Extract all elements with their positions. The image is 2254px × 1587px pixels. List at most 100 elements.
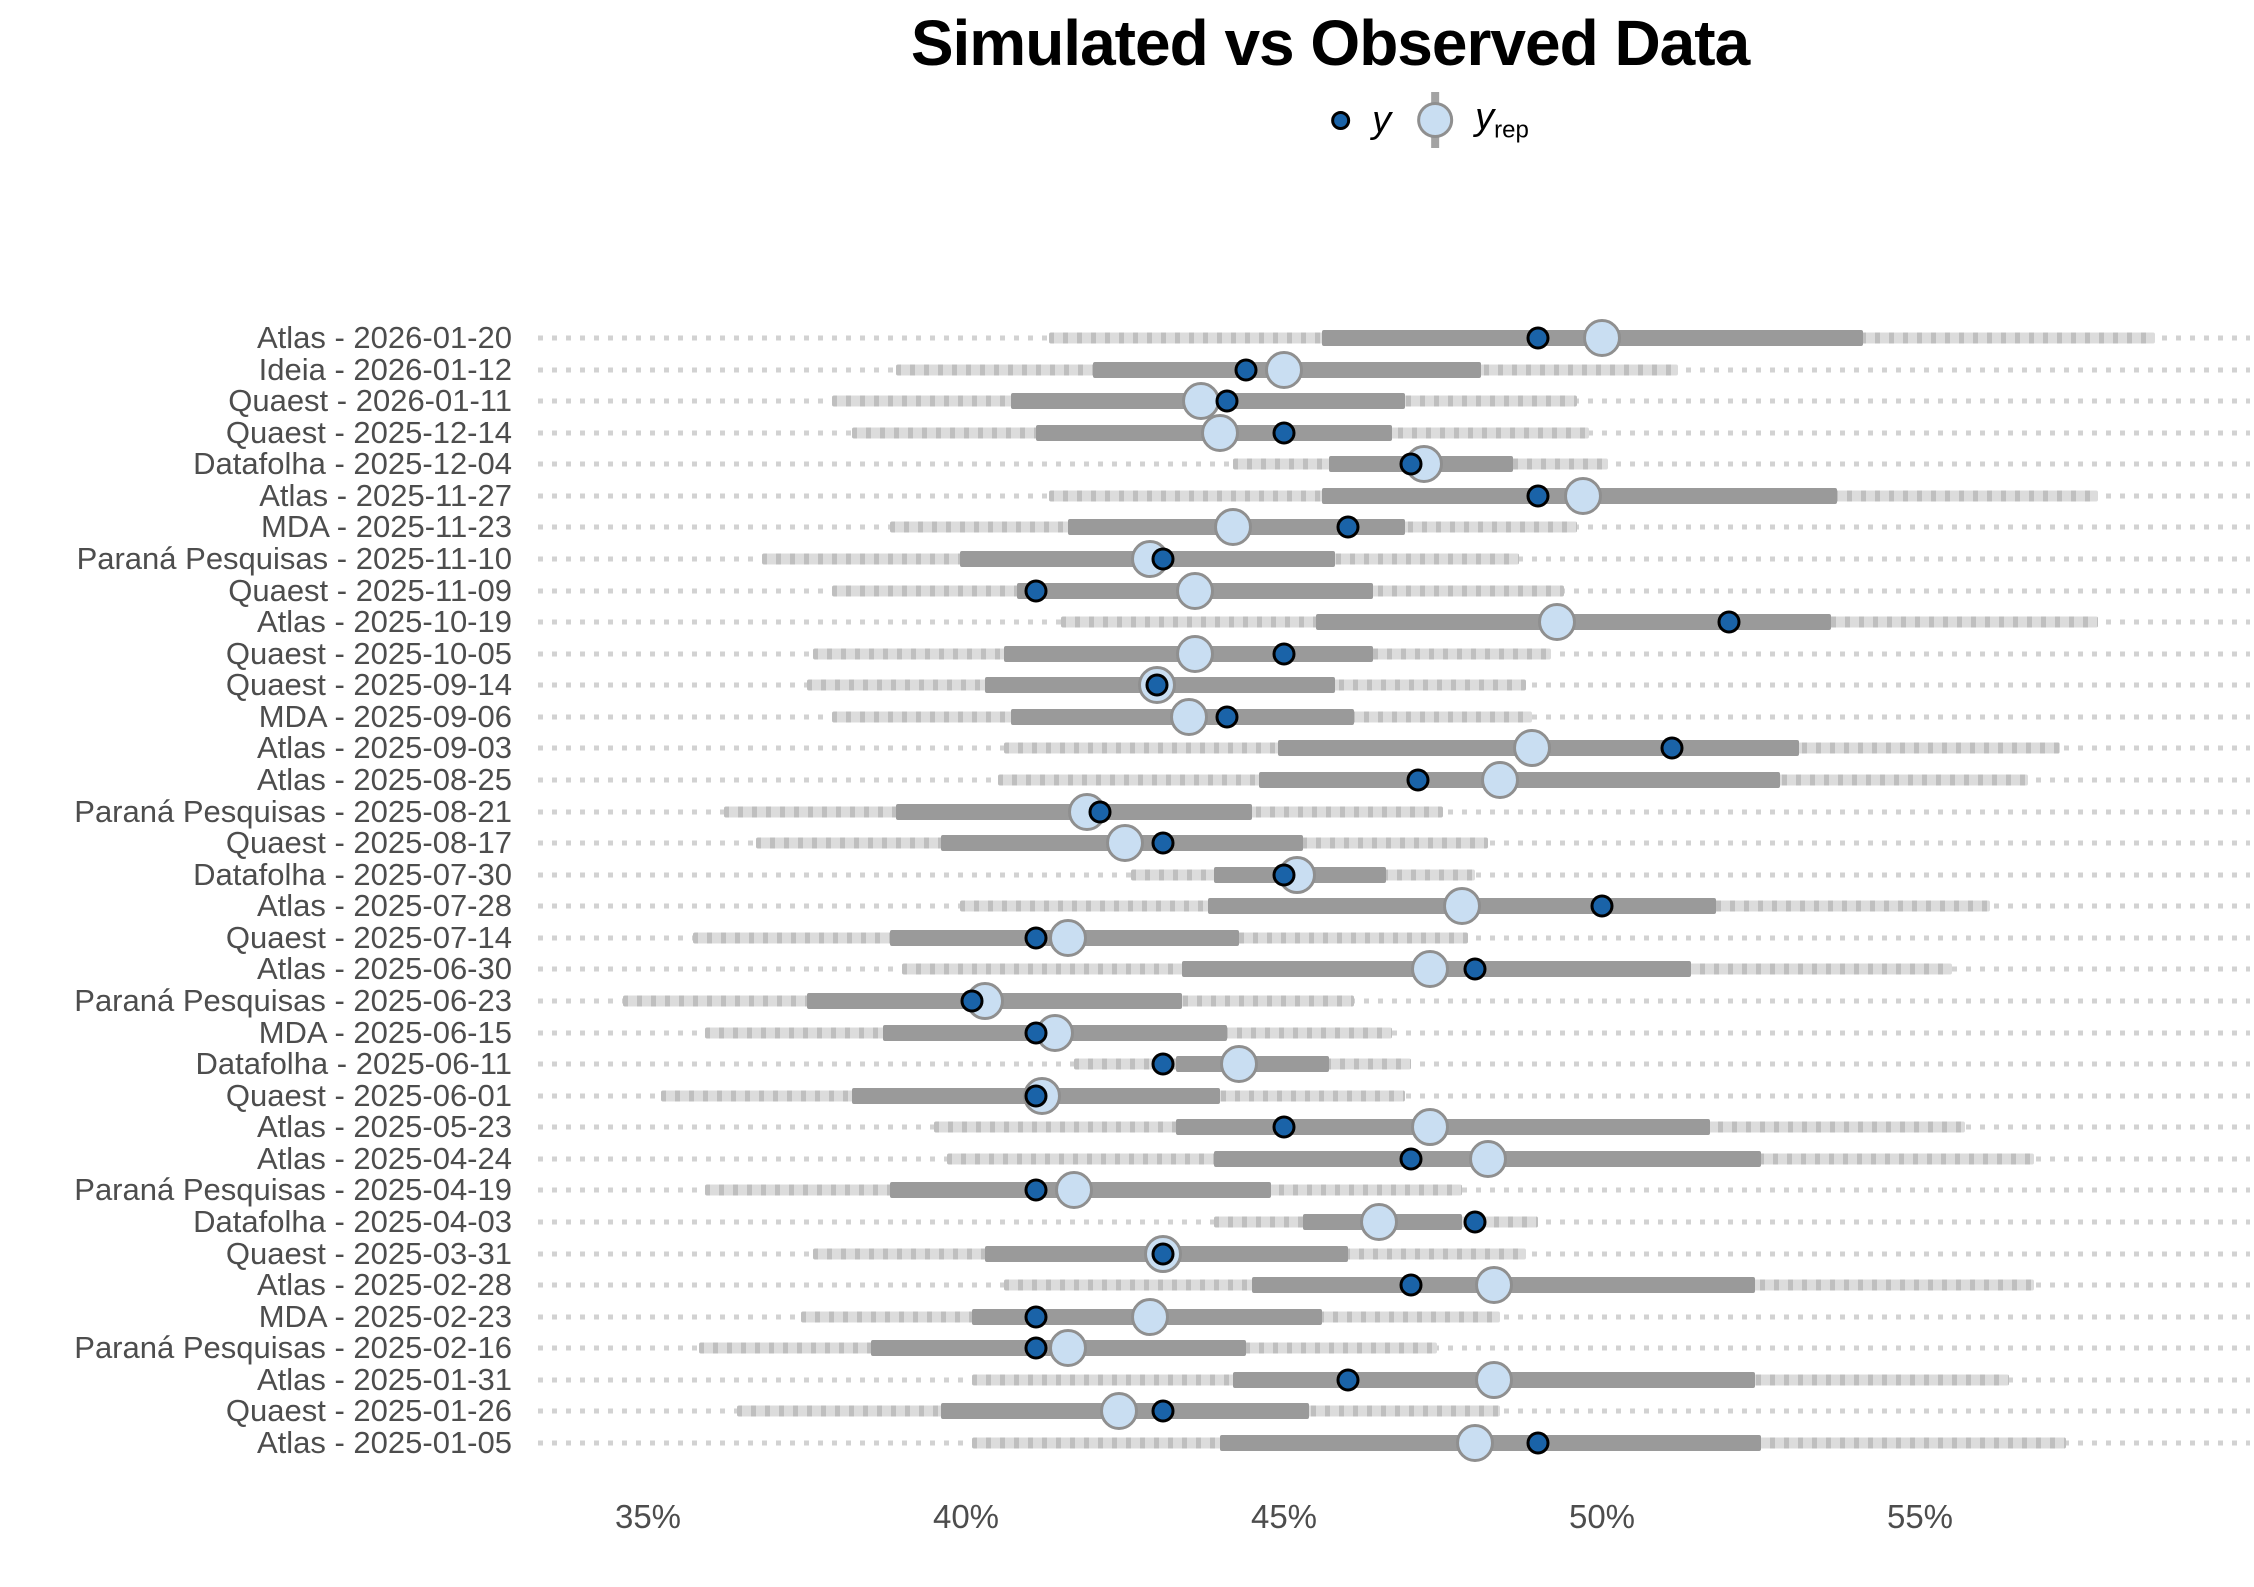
y-point: [1024, 1084, 1048, 1108]
y-point: [1215, 705, 1239, 729]
y-axis-label: Quaest - 2025-10-05: [225, 635, 512, 671]
y-axis-label: Datafolha - 2025-04-03: [193, 1203, 512, 1239]
y-point: [1463, 1210, 1487, 1234]
yrep-point: [1169, 697, 1208, 736]
y-axis-label: MDA - 2025-11-23: [261, 509, 512, 545]
yrep-point: [1513, 729, 1552, 768]
y-point: [1088, 800, 1112, 824]
y-axis-label: Ideia - 2026-01-12: [258, 351, 512, 387]
x-tick-label: 50%: [1568, 1498, 1636, 1535]
y-point: [1526, 484, 1550, 508]
x-tick-label: 55%: [1886, 1498, 1954, 1535]
y-axis-label: Atlas - 2025-11-27: [259, 477, 512, 513]
inner-interval-bar: [1258, 771, 1781, 788]
y-point: [1590, 894, 1614, 918]
yrep-point: [1175, 571, 1214, 610]
y-axis-label: Quaest - 2025-12-14: [225, 414, 512, 450]
row-gridline: [538, 998, 2250, 1004]
yrep-point: [1474, 1266, 1513, 1305]
y-point: [1272, 1115, 1296, 1139]
y-point: [1272, 642, 1296, 666]
legend-item-yrep: yrep: [1417, 92, 1529, 148]
y-axis-label: Paraná Pesquisas - 2025-06-23: [74, 982, 512, 1018]
y-axis-label: MDA - 2025-06-15: [258, 1014, 512, 1050]
observed-point-icon: [1331, 110, 1351, 130]
y-point: [1024, 1021, 1048, 1045]
y-point: [1399, 452, 1423, 476]
yrep-point-icon: [1417, 92, 1454, 148]
y-point: [1151, 1052, 1175, 1076]
yrep-point: [1131, 1297, 1170, 1336]
yrep-point: [1443, 887, 1482, 926]
yrep-point: [1099, 1392, 1138, 1431]
yrep-point: [1583, 319, 1621, 357]
x-tick-label: 40%: [932, 1498, 1000, 1535]
yrep-point: [1481, 760, 1520, 799]
y-axis-label: Atlas - 2025-06-30: [256, 951, 512, 987]
y-point: [1526, 326, 1550, 350]
y-point: [1399, 1273, 1423, 1297]
yrep-point: [1214, 508, 1253, 547]
y-axis-label: Quaest - 2025-01-26: [225, 1393, 512, 1429]
y-axis-label: Datafolha - 2025-12-04: [193, 446, 512, 482]
y-point: [1717, 610, 1741, 634]
y-point: [1336, 1368, 1360, 1392]
y-axis-label: Quaest - 2025-07-14: [225, 919, 512, 955]
yrep-point: [1411, 950, 1450, 989]
legend-label-yrep: yrep: [1475, 95, 1529, 144]
y-axis-label: Atlas - 2025-05-23: [256, 1109, 512, 1145]
y-point: [1463, 957, 1487, 981]
yrep-point: [1411, 1108, 1450, 1147]
yrep-point: [1455, 1423, 1494, 1462]
y-axis-label: Paraná Pesquisas - 2025-08-21: [74, 793, 512, 829]
yrep-point: [1055, 1171, 1094, 1210]
y-axis-label: Quaest - 2025-03-31: [225, 1235, 512, 1271]
y-axis-label: Atlas - 2025-08-25: [256, 761, 512, 797]
y-point: [1151, 1242, 1175, 1266]
yrep-point: [1563, 476, 1602, 515]
yrep-point: [1474, 1360, 1513, 1399]
yrep-point: [1036, 1013, 1075, 1052]
yrep-point: [1538, 603, 1577, 642]
y-axis-label: Atlas - 2025-10-19: [256, 604, 512, 640]
yrep-point: [1106, 824, 1144, 863]
y-point: [1336, 515, 1360, 539]
yrep-point: [1220, 1045, 1259, 1084]
yrep-point: [1144, 1234, 1183, 1273]
y-point: [1215, 389, 1239, 413]
yrep-point: [1048, 1329, 1087, 1368]
legend-item-y: y: [1331, 99, 1391, 142]
x-tick-label: 35%: [614, 1498, 682, 1535]
legend-label-y: y: [1372, 98, 1392, 141]
y-axis-label: Atlas - 2026-01-20: [256, 320, 512, 355]
y-axis-label: Datafolha - 2025-06-11: [195, 1046, 512, 1082]
y-axis-label: Atlas - 2025-09-03: [256, 730, 512, 766]
yrep-point: [1048, 918, 1087, 957]
y-axis-label: Atlas - 2025-02-28: [256, 1267, 512, 1303]
y-point: [1234, 358, 1258, 382]
y-axis-label: Paraná Pesquisas - 2025-11-10: [76, 540, 512, 576]
yrep-point: [1175, 634, 1214, 673]
yrep-point: [1201, 413, 1240, 452]
y-axis-label: Quaest - 2025-06-01: [225, 1077, 512, 1113]
chart-legend: y yrep: [1331, 92, 1529, 148]
y-axis-label: Paraná Pesquisas - 2025-02-16: [74, 1330, 512, 1366]
y-point: [1272, 421, 1296, 445]
y-point: [1024, 1178, 1048, 1202]
y-axis-label: Atlas - 2025-07-28: [256, 888, 512, 924]
yrep-point: [1360, 1202, 1399, 1241]
y-point: [1399, 1147, 1423, 1171]
row-gridline: [538, 1030, 2250, 1036]
y-axis-label: Atlas - 2025-01-05: [256, 1424, 512, 1460]
y-axis-label: Quaest - 2025-11-09: [228, 572, 512, 608]
y-point: [1024, 579, 1048, 603]
y-point: [1272, 863, 1296, 887]
x-tick-label: 45%: [1250, 1498, 1318, 1535]
y-axis-label: Paraná Pesquisas - 2025-04-19: [74, 1172, 512, 1208]
y-axis-label: Quaest - 2025-09-14: [225, 667, 512, 703]
y-point: [1660, 736, 1684, 760]
y-point: [1145, 673, 1169, 697]
y-point: [1024, 1336, 1048, 1360]
y-axis-label: Quaest - 2026-01-11: [228, 383, 512, 419]
